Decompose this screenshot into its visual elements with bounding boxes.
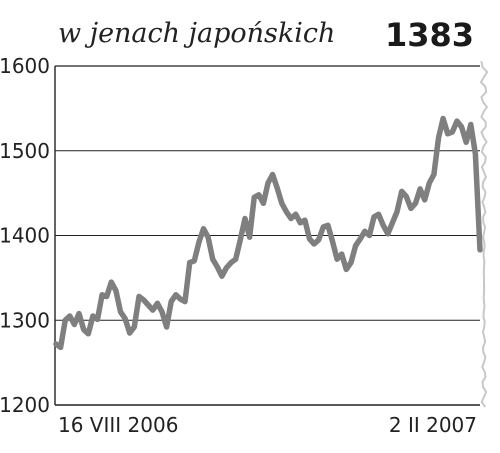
y-tick-label: 1200 <box>0 393 50 417</box>
chart-subtitle: w jenach japońskich <box>58 18 336 49</box>
x-tick-label: 2 II 2007 <box>389 413 477 437</box>
current-value: 1383 <box>384 16 474 54</box>
y-tick-label: 1600 <box>0 54 50 78</box>
torn-edge <box>479 61 489 408</box>
y-tick-label: 1400 <box>0 224 50 248</box>
y-tick-label: 1300 <box>0 308 50 332</box>
y-tick-label: 1500 <box>0 139 50 163</box>
x-tick-label: 16 VIII 2006 <box>58 413 178 437</box>
series-line <box>53 115 483 351</box>
